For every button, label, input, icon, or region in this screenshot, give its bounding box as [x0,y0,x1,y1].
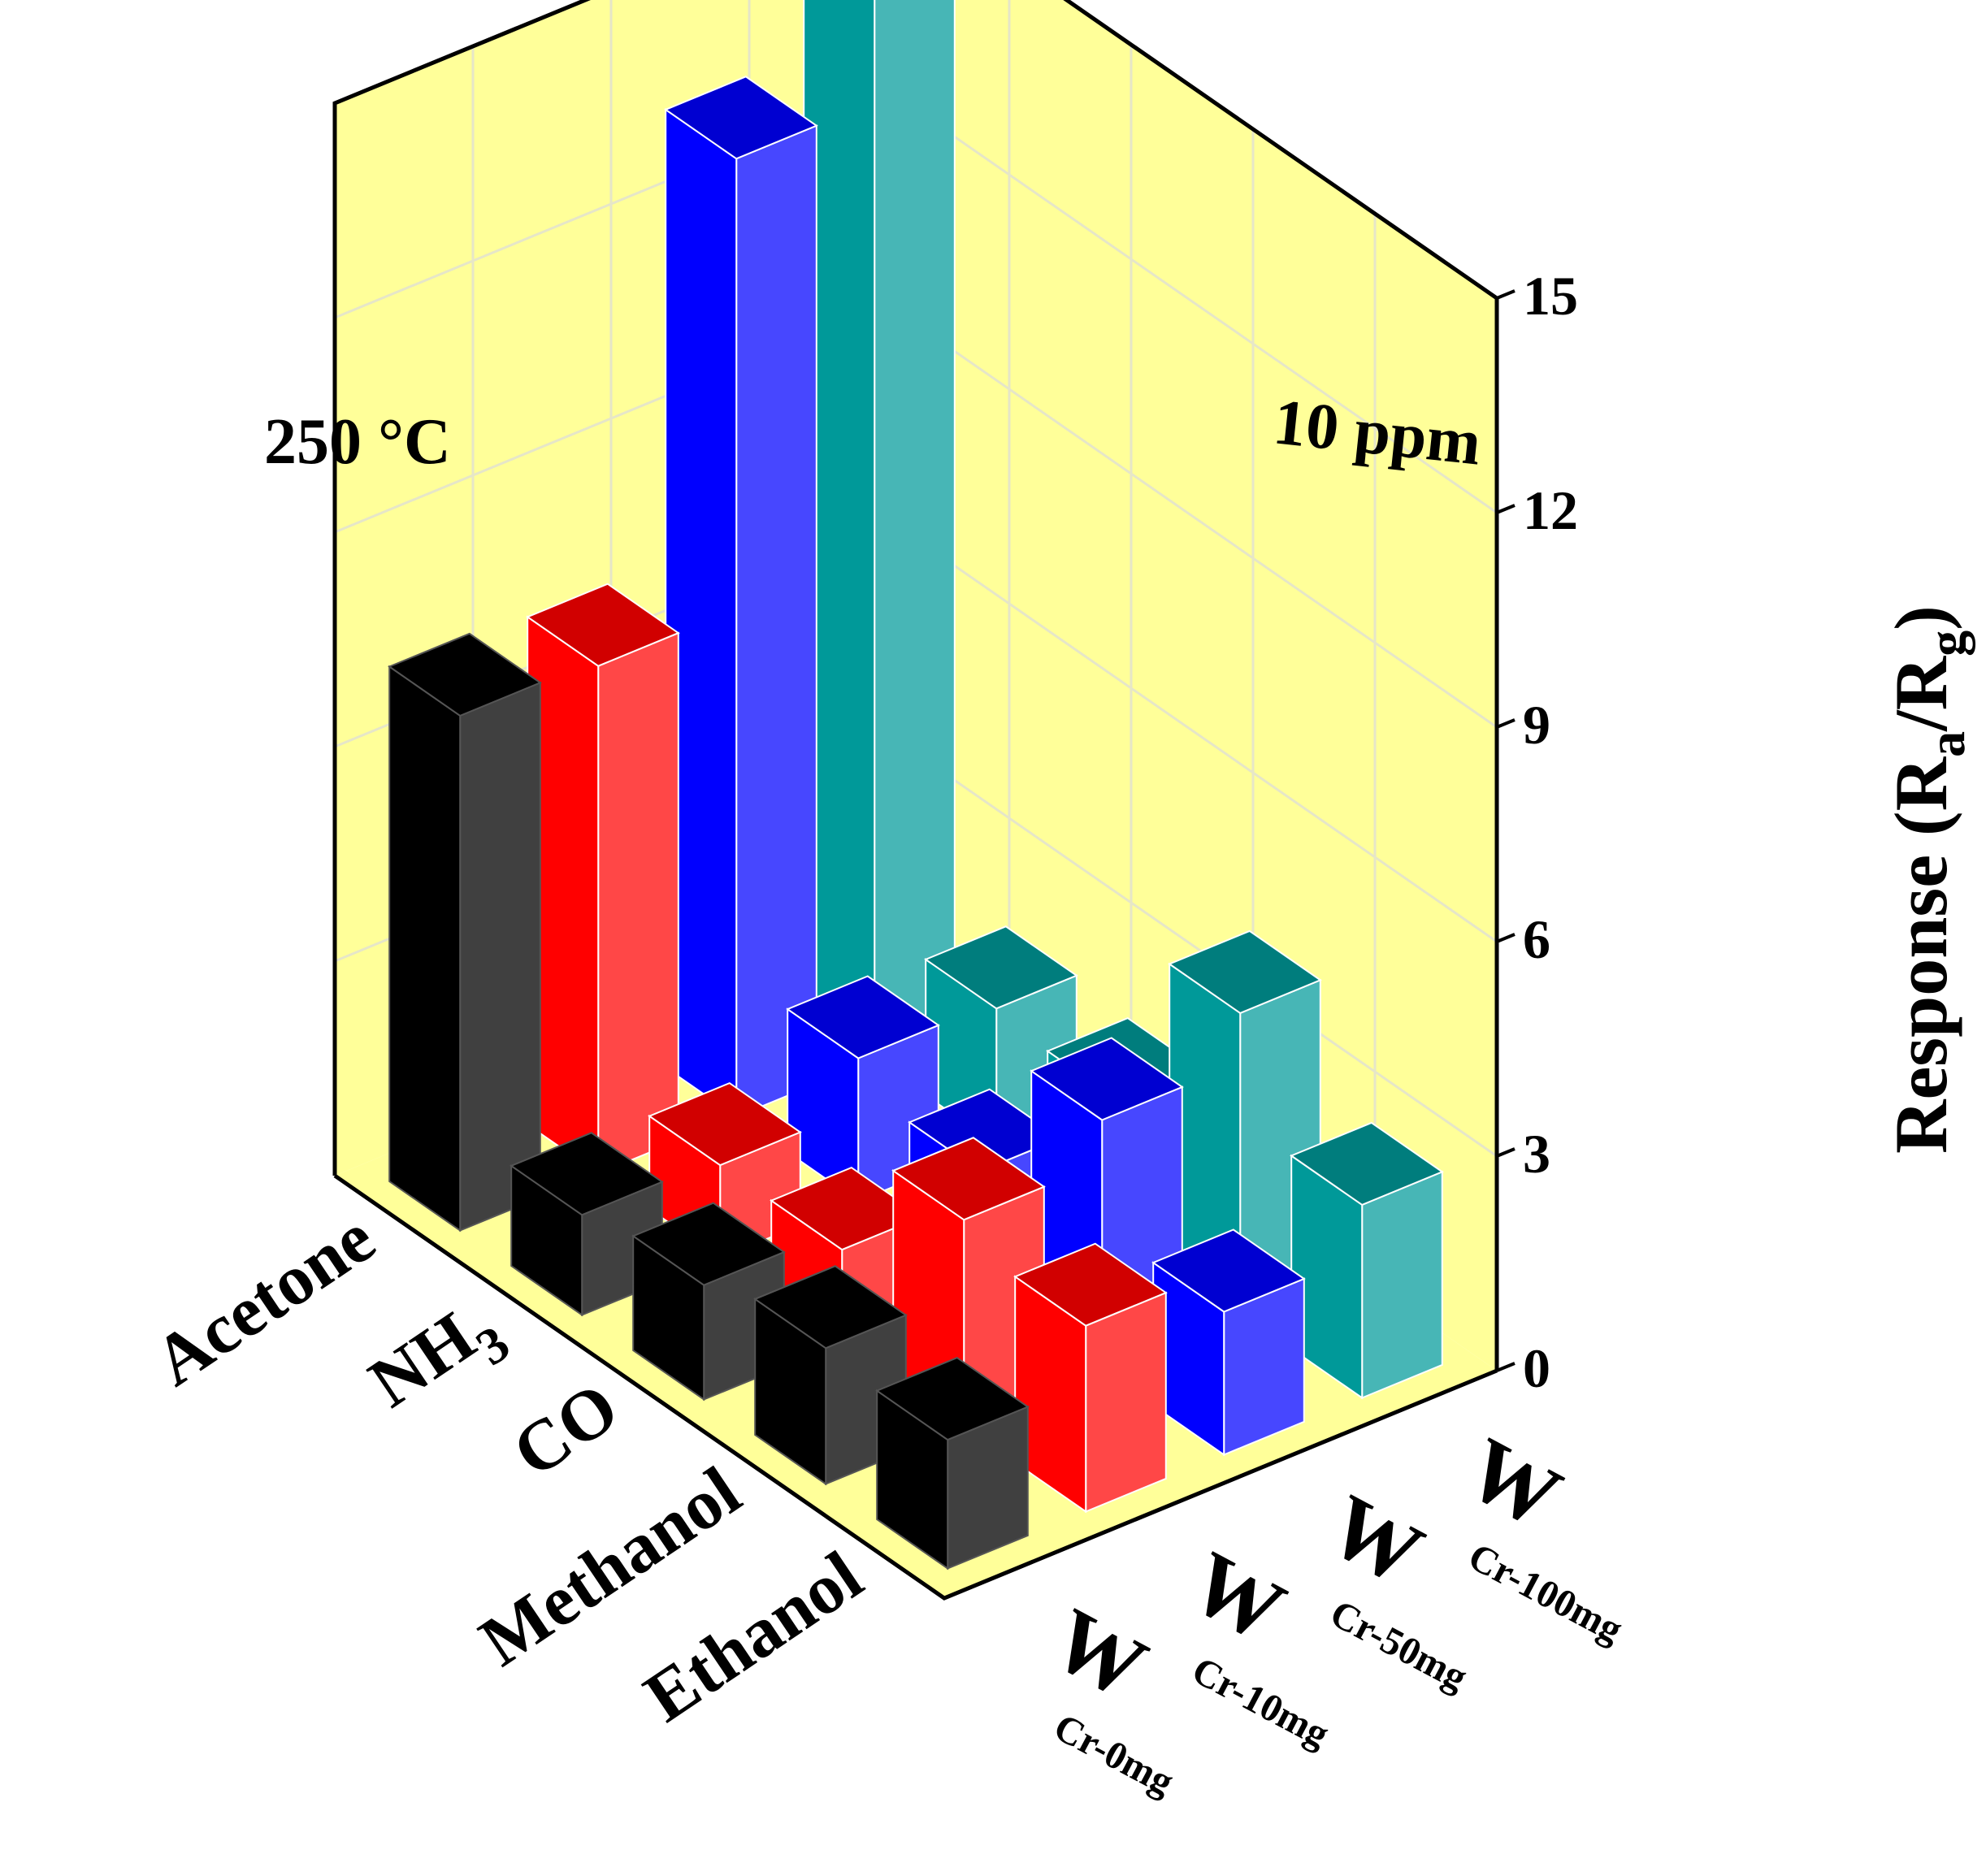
z-tick-mark [1496,289,1516,300]
gas-label-text: NH [356,1298,489,1423]
bar-face-right [874,0,956,1061]
bar [891,1137,1046,1429]
bar-face-right [459,681,541,1232]
gas-label: NH3 [356,1283,519,1436]
bar [1013,1242,1168,1514]
z-tick-label: 0 [1523,1337,1550,1399]
bar [875,1356,1030,1571]
sample-label-main: W [1175,1532,1300,1661]
sample-label: WCr-100mg [1425,1418,1681,1651]
gas-label-text: Acetone [141,1198,388,1402]
bar-face-top [875,1356,1030,1441]
bar-face-top [786,975,940,1059]
z-axis-title-sub-a: a [1918,731,1975,757]
bar-face-right [597,631,679,1175]
z-tick-label: 9 [1523,694,1550,756]
sample-label-main: W [1037,1588,1162,1718]
z-tick-label: 3 [1523,1123,1550,1185]
bar-face-top [924,925,1078,1010]
z-axis-ticks: 0 3 6 9 12 15 [1496,265,1578,1399]
z-axis-title: Response (Ra/Rg) [1880,605,1975,1154]
bar-face-top [388,632,542,717]
bar-face-right [1361,1170,1443,1399]
bar-face-top [664,76,818,160]
bar-face-top [1030,1037,1184,1121]
gas-label: CO [500,1367,633,1493]
bar-face-right [1085,1291,1167,1513]
bar [526,583,680,1176]
z-tick-label: 6 [1523,908,1550,970]
bar [388,632,542,1233]
bar [510,1132,664,1317]
bar-face-top [631,1202,786,1286]
gas-label-text: CO [500,1367,633,1493]
z-tick-label: 15 [1523,265,1578,327]
chart-bars [388,0,1444,1571]
bar-face-top [891,1137,1046,1221]
bar [664,76,818,1119]
bar-face-top [510,1132,664,1216]
bar-face-top [526,583,680,667]
sample-label-subscript: Cr-100mg [1461,1535,1629,1652]
bar [1290,1121,1444,1400]
sample-label-subscript: Cr-10mg [1185,1649,1336,1756]
z-tick-label: 12 [1523,479,1578,541]
z-tick-mark [1496,933,1516,943]
bar-face-top [1168,929,1322,1015]
annotation-temperature: 250 °C [264,406,451,478]
sample-label-subscript: Cr-50mg [1323,1592,1474,1699]
z-axis-title-slash: /R [1880,655,1962,732]
gas-label: Acetone [141,1198,388,1402]
z-tick-mark [1496,1147,1516,1158]
bar-face-left [388,665,462,1233]
bar-face-top [1013,1242,1168,1327]
sample-label-main: W [1451,1418,1576,1547]
wall-outline [332,0,1499,1371]
z-tick-mark [1496,718,1516,729]
bar-face-top [1151,1228,1306,1313]
z-axis-title-close: ) [1880,605,1962,630]
bar [803,0,956,1062]
bar-face-right [735,124,817,1118]
bar-face-top [1290,1121,1444,1207]
sample-label-main: W [1313,1475,1438,1604]
z-tick-mark [1496,1362,1516,1372]
floor-outline [333,1173,1498,1601]
bar-face-top [753,1265,908,1350]
bar [1151,1228,1306,1457]
sample-label-subscript: Cr-0mg [1047,1705,1181,1804]
z-axis-title-sub-g: g [1918,630,1975,656]
bar-face-top [648,1081,802,1167]
z-tick-mark [1496,504,1516,514]
z-axis-title-main: Response (R [1880,756,1962,1154]
